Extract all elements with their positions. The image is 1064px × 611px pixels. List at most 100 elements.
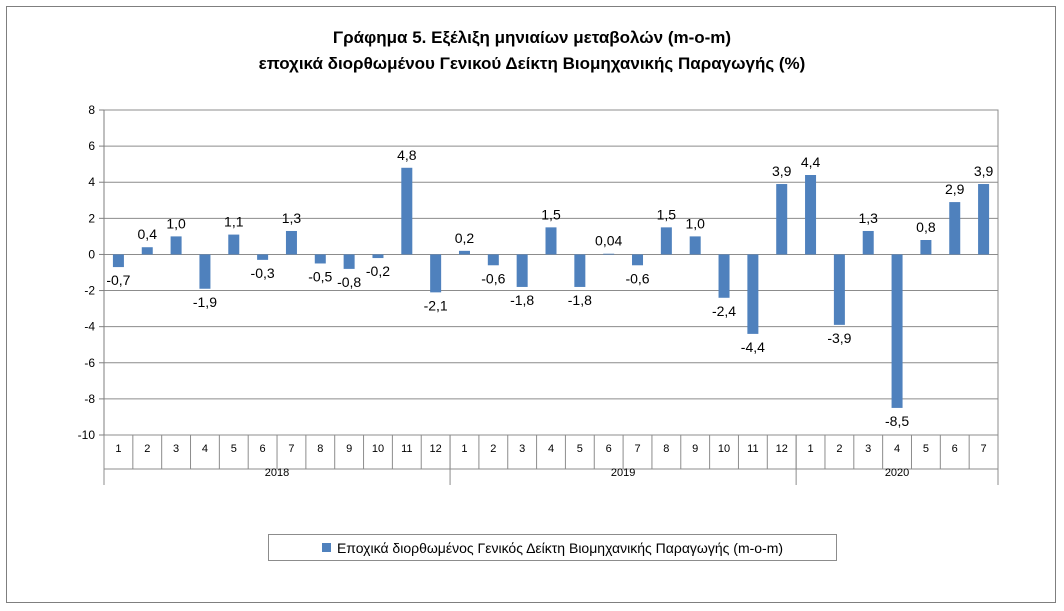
bar [574, 254, 586, 287]
data-label: -0,6 [625, 270, 649, 286]
y-tick-label: -2 [84, 284, 95, 298]
month-label: 10 [372, 443, 384, 455]
month-label: 4 [202, 443, 208, 455]
legend: Εποχικά διορθωμένος Γενικός Δείκτη Βιομη… [268, 534, 837, 561]
bar [285, 230, 297, 255]
data-label: 1,3 [282, 210, 302, 226]
y-tick-label: -10 [78, 428, 96, 442]
legend-swatch [321, 543, 331, 552]
data-label: -0,2 [366, 263, 390, 279]
data-label: 3,9 [974, 163, 994, 179]
month-label: 1 [115, 443, 121, 455]
data-label: 3,9 [772, 163, 792, 179]
data-label: -2,1 [424, 297, 448, 313]
data-label: 1,5 [541, 206, 561, 222]
month-label: 1 [807, 443, 813, 455]
y-tick-label: -6 [84, 356, 95, 370]
month-label: 8 [663, 443, 669, 455]
bar [487, 254, 499, 266]
bar [603, 253, 615, 255]
month-label: 7 [288, 443, 294, 455]
data-label: 1,0 [166, 215, 186, 231]
bar [343, 254, 355, 269]
data-label: -0,6 [481, 270, 505, 286]
y-tick-label: 0 [88, 247, 95, 261]
month-label: 3 [865, 443, 871, 455]
month-label: 7 [981, 443, 987, 455]
data-label: -1,8 [510, 292, 534, 308]
bar [170, 236, 182, 255]
data-label: -4,4 [741, 339, 765, 355]
data-label: -0,5 [308, 268, 332, 284]
year-label: 2018 [265, 467, 289, 479]
bar [516, 254, 528, 287]
data-label: -2,4 [712, 303, 736, 319]
data-label: -0,7 [106, 272, 130, 288]
bar [689, 236, 701, 255]
bar [141, 247, 153, 255]
data-label: 1,3 [858, 210, 878, 226]
month-label: 4 [894, 443, 900, 455]
data-label: 1,0 [685, 215, 705, 231]
month-label: 8 [317, 443, 323, 455]
data-label: 0,04 [595, 233, 622, 249]
chart-subtitle: εποχικά διορθωμένου Γενικού Δείκτη Βιομη… [258, 54, 806, 73]
data-label: 1,1 [224, 214, 244, 230]
bar [458, 250, 470, 255]
bar [747, 254, 759, 334]
data-label: -0,3 [251, 265, 275, 281]
month-label: 5 [231, 443, 237, 455]
bar [660, 227, 672, 255]
month-label: 2 [490, 443, 496, 455]
month-label: 2 [144, 443, 150, 455]
bar [545, 227, 557, 255]
bar [372, 254, 384, 259]
month-label: 6 [606, 443, 612, 455]
y-tick-label: -8 [84, 392, 95, 406]
legend-label: Εποχικά διορθωμένος Γενικός Δείκτη Βιομη… [336, 539, 784, 556]
bar [430, 254, 442, 293]
bar [891, 254, 903, 408]
month-label: 6 [952, 443, 958, 455]
data-label: 1,5 [657, 206, 677, 222]
bar [257, 254, 269, 260]
bar [978, 184, 990, 255]
bar [228, 234, 240, 255]
data-label: -1,9 [193, 294, 217, 310]
month-label: 9 [692, 443, 698, 455]
y-tick-label: 6 [88, 139, 95, 153]
data-label: 0,2 [455, 230, 475, 246]
month-label: 7 [634, 443, 640, 455]
data-label: 0,4 [138, 226, 158, 242]
data-label: 0,8 [916, 219, 936, 235]
data-label: -8,5 [885, 413, 909, 429]
month-label: 2 [836, 443, 842, 455]
month-label: 1 [461, 443, 467, 455]
bar [112, 254, 124, 268]
data-label: -0,8 [337, 274, 361, 290]
y-tick-label: 4 [88, 175, 95, 189]
bar [199, 254, 211, 289]
bar [920, 240, 932, 255]
month-label: 5 [923, 443, 929, 455]
month-label: 4 [548, 443, 554, 455]
month-label: 9 [346, 443, 352, 455]
bar [949, 202, 961, 255]
month-label: 3 [519, 443, 525, 455]
month-label: 3 [173, 443, 179, 455]
bar [314, 254, 326, 264]
month-label: 5 [577, 443, 583, 455]
y-tick-label: 8 [88, 103, 95, 117]
year-label: 2020 [885, 467, 909, 479]
bar [632, 254, 644, 266]
month-label: 12 [430, 443, 442, 455]
plot-area [103, 109, 999, 436]
year-label: 2019 [611, 467, 635, 479]
month-label: 11 [747, 443, 758, 455]
bar [805, 175, 817, 255]
chart-title: Γράφημα 5. Εξέλιξη μηνιαίων μεταβολών (m… [332, 28, 732, 47]
month-label: 11 [401, 443, 412, 455]
data-label: 4,4 [801, 154, 821, 170]
month-label: 6 [260, 443, 266, 455]
y-tick-label: -4 [84, 320, 95, 334]
